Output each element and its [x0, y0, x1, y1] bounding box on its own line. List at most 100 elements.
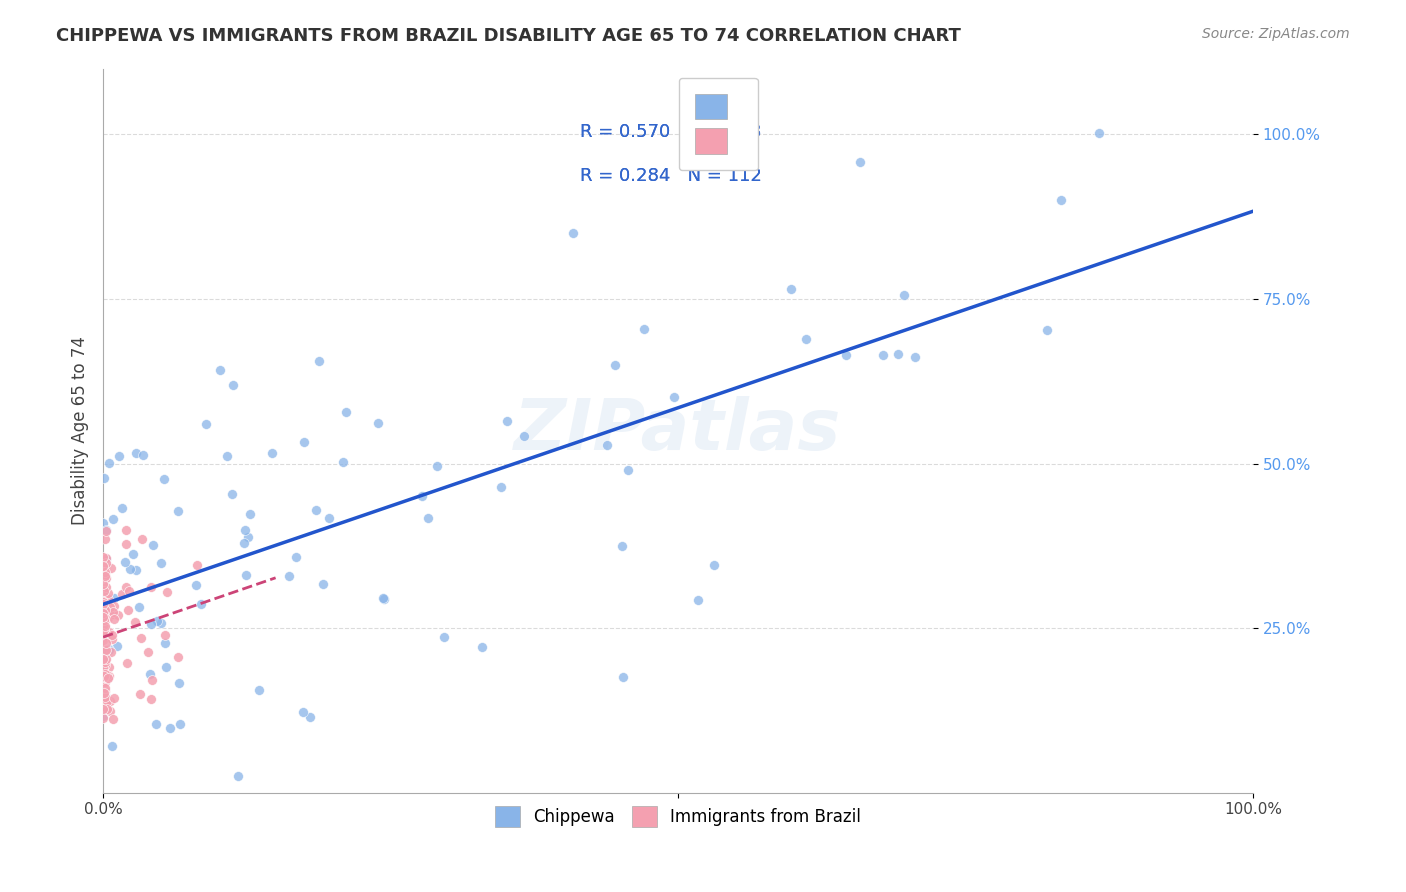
- Point: [94, 603, 117, 617]
- Point: [703, 558, 725, 572]
- Point: [94, 635, 117, 649]
- Point: [94, 569, 117, 583]
- Point: [93, 566, 115, 581]
- Point: [93, 675, 115, 690]
- Point: [835, 348, 858, 362]
- Point: [332, 455, 354, 469]
- Point: [121, 547, 143, 561]
- Point: [114, 537, 136, 551]
- Point: [335, 405, 357, 419]
- Point: [101, 739, 124, 754]
- Point: [96, 643, 118, 657]
- Point: [100, 632, 122, 647]
- Point: [103, 599, 125, 614]
- Point: [94, 611, 117, 625]
- Point: [612, 539, 634, 553]
- Point: [215, 449, 238, 463]
- Point: [93, 669, 115, 683]
- Point: [93, 677, 115, 691]
- Point: [153, 472, 176, 486]
- Point: [91, 711, 114, 725]
- Point: [139, 580, 162, 594]
- Point: [91, 597, 114, 611]
- Point: [93, 690, 115, 705]
- Point: [612, 670, 634, 684]
- Point: [129, 631, 152, 645]
- Point: [93, 670, 115, 684]
- Point: [111, 586, 134, 600]
- Point: [139, 666, 162, 681]
- Point: [167, 676, 190, 690]
- Point: [101, 607, 124, 621]
- Point: [149, 615, 172, 630]
- Point: [167, 504, 190, 518]
- Point: [94, 551, 117, 566]
- Point: [662, 390, 685, 404]
- Point: [97, 643, 120, 657]
- Point: [115, 656, 138, 670]
- Point: [186, 558, 208, 572]
- Point: [97, 605, 120, 619]
- Point: [94, 681, 117, 695]
- Point: [184, 578, 207, 592]
- Point: [93, 623, 115, 637]
- Point: [91, 614, 114, 628]
- Point: [114, 523, 136, 537]
- Point: [872, 347, 894, 361]
- Point: [91, 627, 114, 641]
- Text: ZIPatlas: ZIPatlas: [515, 396, 842, 465]
- Point: [93, 570, 115, 584]
- Point: [91, 651, 114, 665]
- Point: [91, 702, 114, 716]
- Point: [103, 712, 125, 726]
- Point: [167, 650, 190, 665]
- Point: [94, 655, 117, 669]
- Point: [91, 675, 114, 690]
- Point: [688, 593, 710, 607]
- Point: [107, 449, 129, 463]
- Point: [159, 721, 181, 735]
- Text: R = 0.284   N = 112: R = 0.284 N = 112: [581, 167, 762, 185]
- Point: [371, 591, 394, 605]
- Point: [233, 523, 256, 537]
- Point: [139, 691, 162, 706]
- Point: [284, 550, 307, 565]
- Point: [141, 616, 163, 631]
- Point: [91, 685, 114, 699]
- Point: [91, 619, 114, 633]
- Point: [107, 608, 129, 623]
- Text: R = 0.570   N = 103: R = 0.570 N = 103: [581, 123, 762, 141]
- Point: [233, 536, 256, 550]
- Point: [471, 640, 494, 654]
- Text: CHIPPEWA VS IMMIGRANTS FROM BRAZIL DISABILITY AGE 65 TO 74 CORRELATION CHART: CHIPPEWA VS IMMIGRANTS FROM BRAZIL DISAB…: [56, 27, 962, 45]
- Point: [94, 533, 117, 547]
- Point: [142, 538, 165, 552]
- Point: [91, 606, 114, 620]
- Point: [794, 333, 817, 347]
- Point: [91, 516, 114, 530]
- Point: [117, 603, 139, 617]
- Point: [222, 377, 245, 392]
- Point: [98, 641, 121, 656]
- Point: [91, 595, 114, 609]
- Point: [236, 530, 259, 544]
- Point: [94, 566, 117, 580]
- Point: [111, 500, 134, 515]
- Y-axis label: Disability Age 65 to 74: Disability Age 65 to 74: [72, 336, 89, 525]
- Point: [903, 350, 925, 364]
- Point: [97, 456, 120, 470]
- Point: [93, 559, 115, 574]
- Point: [94, 580, 117, 594]
- Point: [91, 652, 114, 666]
- Point: [103, 612, 125, 626]
- Point: [94, 690, 117, 704]
- Point: [100, 606, 122, 620]
- Point: [101, 628, 124, 642]
- Point: [605, 358, 627, 372]
- Point: [94, 683, 117, 698]
- Point: [155, 628, 177, 642]
- Point: [153, 635, 176, 649]
- Point: [91, 549, 114, 564]
- Point: [633, 321, 655, 335]
- Point: [98, 600, 121, 615]
